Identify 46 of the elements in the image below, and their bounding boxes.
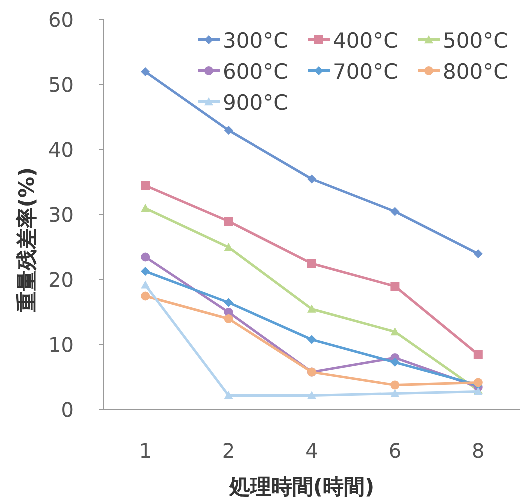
legend-label: 300°C: [223, 29, 288, 53]
point: [390, 282, 400, 291]
point: [141, 68, 150, 76]
point: [141, 181, 150, 190]
point: [224, 298, 234, 308]
x-axis-title: 処理時間(時間): [228, 475, 375, 499]
x-tick-label: 8: [472, 439, 485, 463]
x-tick-label: 1: [139, 439, 152, 463]
point: [224, 391, 234, 400]
legend-label: 700°C: [333, 60, 398, 84]
point: [141, 267, 150, 276]
legend-label: 900°C: [223, 91, 288, 115]
point: [308, 335, 316, 344]
legend-label: 800°C: [443, 60, 508, 84]
x-tick-label: 2: [222, 439, 236, 463]
point: [474, 250, 483, 258]
point: [308, 304, 316, 313]
point: [141, 252, 150, 262]
y-tick-label: 50: [48, 73, 74, 97]
point: [141, 204, 150, 212]
point: [390, 358, 400, 368]
point: [308, 259, 316, 268]
y-tick-label: 60: [48, 8, 74, 32]
y-tick-label: 40: [48, 138, 74, 162]
y-axis-title: 重量残差率(%): [15, 167, 39, 314]
point: [141, 292, 150, 301]
point: [308, 174, 316, 184]
x-tick-label: 4: [306, 439, 318, 463]
y-tick-label: 20: [48, 268, 74, 292]
point: [224, 217, 234, 226]
point: [390, 389, 400, 398]
x-tick-label: 6: [388, 439, 402, 463]
point: [474, 378, 483, 388]
point: [390, 380, 400, 390]
point: [308, 391, 316, 400]
legend-label: 500°C: [443, 29, 508, 53]
y-tick-label: 30: [48, 203, 74, 227]
point: [141, 280, 150, 289]
legend-label: 600°C: [223, 60, 288, 84]
y-tick-label: 0: [61, 398, 74, 422]
y-tick-label: 10: [48, 333, 74, 357]
point: [224, 314, 234, 324]
point: [390, 207, 400, 216]
legend-label: 400°C: [333, 29, 398, 53]
point: [474, 350, 483, 360]
point: [224, 126, 234, 135]
